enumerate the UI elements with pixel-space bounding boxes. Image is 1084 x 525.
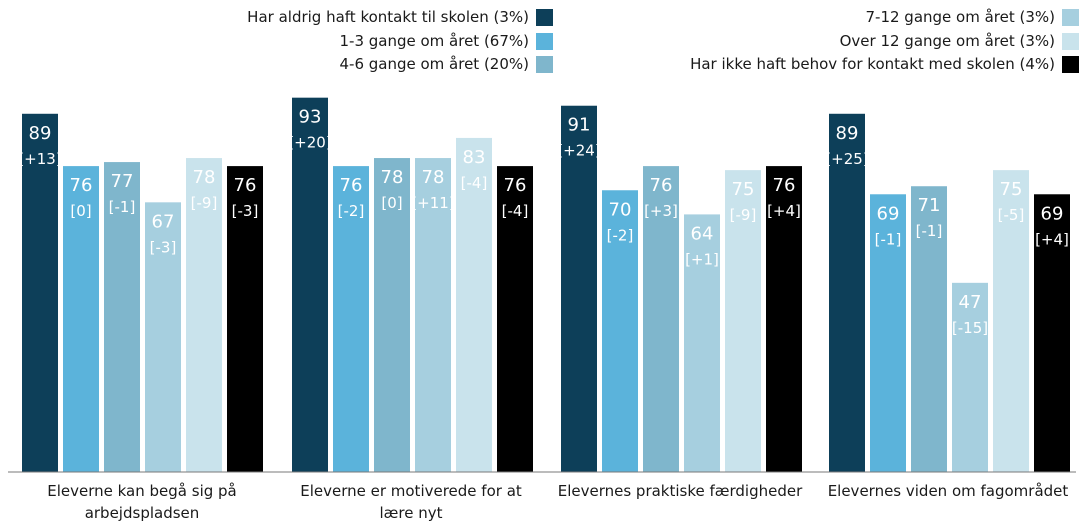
change-label: [-1] [916, 222, 943, 240]
change-label: [-9] [191, 194, 218, 212]
bar-s1-c0 [63, 166, 99, 472]
change-label: [+1] [685, 250, 719, 268]
bar-s0-c1 [292, 97, 328, 473]
legend-swatch [1062, 56, 1079, 74]
value-label: 67 [152, 211, 175, 232]
change-label: [-15] [952, 319, 988, 337]
legend-item-0: Har aldrig haft kontakt til skolen (3%) [247, 6, 553, 30]
bar-s4-c3 [993, 170, 1029, 472]
bars-group: 89 [+13] 76 [0] 77 [-1] 67 [-3] 78 [-9] 76 [-3] 93 [+… [18, 97, 1070, 473]
change-label: [-4] [461, 174, 488, 192]
value-label: 75 [732, 179, 755, 200]
change-label: [+25] [825, 150, 868, 168]
value-label: 77 [111, 171, 134, 192]
value-label: 76 [650, 175, 673, 196]
value-label: 76 [504, 175, 527, 196]
change-label: [-1] [875, 230, 902, 248]
legend-label: Har ikke haft behov for kontakt med skol… [690, 55, 1055, 73]
value-label: 75 [1000, 179, 1023, 200]
value-label: 89 [29, 123, 52, 144]
change-label: [-5] [998, 206, 1025, 224]
value-label: 78 [193, 167, 216, 188]
category-label-1: Eleverne er motiverede for at lære nyt [300, 482, 522, 522]
value-label: 64 [691, 223, 714, 244]
value-label: 69 [1041, 203, 1064, 224]
change-label: [-2] [607, 226, 634, 244]
value-label: 76 [340, 175, 363, 196]
legend-item-3: 7-12 gange om året (3%) [690, 6, 1079, 30]
change-label: [+20] [288, 134, 331, 152]
legend-item-2: 4-6 gange om året (20%) [247, 53, 553, 77]
change-label: [-3] [150, 238, 177, 256]
value-label: 76 [70, 175, 93, 196]
bar-s5-c1 [497, 166, 533, 472]
legend-item-5: Har ikke haft behov for kontakt med skol… [690, 53, 1079, 77]
legend-label: Over 12 gange om året (3%) [839, 31, 1055, 50]
value-label: 76 [773, 175, 796, 196]
change-label: [-1] [109, 198, 136, 216]
legend-left: Har aldrig haft kontakt til skolen (3%) … [247, 6, 553, 77]
change-label: [+4] [1035, 230, 1069, 248]
legend-swatch [1062, 9, 1079, 27]
bar-s2-c0 [104, 162, 140, 472]
legend-item-4: Over 12 gange om året (3%) [690, 30, 1079, 54]
bar-s5-c0 [227, 166, 263, 472]
change-label: [+11] [411, 194, 454, 212]
legend-label: 7-12 gange om året (3%) [865, 8, 1055, 26]
bar-s5-c2 [766, 166, 802, 472]
bar-s3-c3 [952, 282, 988, 472]
change-label: [+13] [18, 150, 61, 168]
legend-label: 4-6 gange om året (20%) [339, 55, 529, 73]
bar-s2-c1 [374, 158, 410, 473]
legend-swatch [536, 32, 553, 50]
value-label: 70 [609, 199, 632, 220]
bar-s2-c3 [911, 186, 947, 472]
change-label: [-3] [232, 202, 259, 220]
category-label-2: Elevernes praktiske færdigheder [557, 482, 803, 500]
bar-s4-c1 [456, 137, 492, 473]
legend-label: Har aldrig haft kontakt til skolen (3%) [247, 8, 529, 26]
value-label: 76 [234, 175, 257, 196]
change-label: [0] [381, 194, 402, 212]
value-label: 69 [877, 203, 900, 224]
legend-swatch [1062, 32, 1079, 50]
bar-s0-c3 [829, 113, 865, 473]
value-label: 89 [836, 123, 859, 144]
bar-s5-c3 [1034, 194, 1070, 472]
bar-s0-c2 [561, 105, 597, 472]
legend-right: 7-12 gange om året (3%) Over 12 gange om… [690, 6, 1079, 77]
bar-s1-c2 [602, 190, 638, 472]
legend-swatch [536, 9, 553, 27]
value-label: 83 [463, 147, 486, 168]
change-label: [+24] [557, 142, 600, 160]
value-label: 78 [422, 167, 445, 188]
category-label-0: Eleverne kan begå sig på arbejdspladsen [47, 482, 237, 522]
change-label: [-9] [730, 206, 757, 224]
value-label: 47 [959, 292, 982, 313]
change-label: [0] [70, 202, 91, 220]
bar-s4-c0 [186, 158, 222, 473]
legend-label: 1-3 gange om året (67%) [339, 31, 529, 50]
category-label-3: Elevernes viden om fagområdet [827, 482, 1069, 500]
change-label: [-2] [338, 202, 365, 220]
bar-s1-c3 [870, 194, 906, 472]
value-label: 93 [299, 107, 322, 128]
bar-s3-c1 [415, 158, 451, 473]
value-label: 78 [381, 167, 404, 188]
bar-s3-c0 [145, 202, 181, 472]
value-label: 91 [568, 115, 591, 136]
bar-s3-c2 [684, 214, 720, 472]
change-label: [-4] [502, 202, 529, 220]
change-label: [+3] [644, 202, 678, 220]
bar-s0-c0 [22, 113, 58, 473]
legend-swatch [536, 56, 553, 74]
change-label: [+4] [767, 202, 801, 220]
bar-s4-c2 [725, 170, 761, 472]
legend-item-1: 1-3 gange om året (67%) [247, 30, 553, 54]
bar-s1-c1 [333, 166, 369, 472]
bar-s2-c2 [643, 166, 679, 472]
value-label: 71 [918, 195, 941, 216]
